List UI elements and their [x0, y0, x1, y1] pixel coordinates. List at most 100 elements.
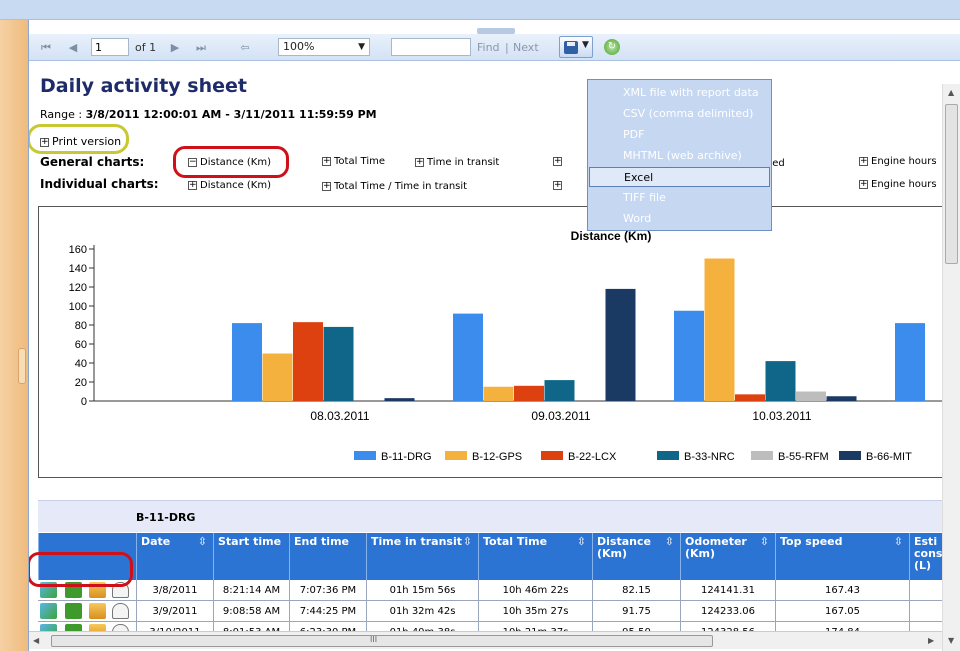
individual-chart-total-time[interactable]: + Total Time / Time in transit [322, 181, 467, 192]
table-cell [909, 580, 960, 601]
export-menu-item[interactable]: Word [623, 212, 652, 225]
y-tick-label: 60 [75, 339, 87, 351]
horizontal-scroll-thumb[interactable]: III [51, 635, 713, 647]
refresh-icon[interactable]: ↻ [604, 39, 620, 55]
column-header-label: Start time [218, 535, 282, 548]
row-actions [40, 603, 134, 620]
legend-swatch [839, 451, 861, 460]
vertical-scroll-thumb[interactable] [945, 104, 958, 264]
find-separator: | [505, 41, 509, 54]
sort-icon[interactable]: ⇳ [576, 535, 586, 548]
general-chart-hidden[interactable]: + [553, 156, 565, 167]
column-header[interactable]: Total Time ⇳ [478, 533, 592, 580]
report-toolbar: ⏮ ◀ of 1 ▶ ⏭ ⇦ 100% ▼ Find | Next ▼ ↻ [29, 34, 960, 61]
scroll-up-icon[interactable]: ▲ [948, 88, 955, 97]
table-row: 3/9/2011 9:08:58 AM 7:44:25 PM 01h 32m 42s 1… [38, 601, 960, 622]
scroll-left-icon[interactable]: ◀ [33, 636, 40, 645]
next-page-icon[interactable]: ▶ [170, 41, 180, 54]
column-header[interactable]: Start time [213, 533, 289, 580]
export-button[interactable]: ▼ [559, 36, 593, 58]
envelope-icon[interactable] [89, 603, 106, 619]
report-viewer: ⏮ ◀ of 1 ▶ ⏭ ⇦ 100% ▼ Find | Next ▼ ↻ Da… [28, 20, 960, 651]
column-header-label: Total Time [483, 535, 548, 548]
export-menu-item[interactable]: MHTML (web archive) [623, 149, 742, 162]
panel-collapse-handle[interactable] [18, 348, 26, 384]
table-cell: 01h 15m 56s [366, 580, 478, 601]
page-number-input[interactable] [91, 38, 129, 56]
legend-swatch [354, 451, 376, 460]
general-chart-engine-hours[interactable]: + Engine hours [859, 156, 937, 167]
general-charts-label: General charts: [40, 155, 145, 169]
column-header[interactable]: End time [289, 533, 366, 580]
vertical-scrollbar[interactable]: ▲ ▼ [942, 84, 960, 651]
sort-icon[interactable]: ⇳ [664, 535, 674, 548]
prev-page-icon[interactable]: ◀ [68, 41, 78, 54]
legend-label: B-11-DRG [381, 451, 432, 463]
bar-b-66-mit [605, 288, 636, 401]
map-icon[interactable] [40, 603, 57, 619]
print-version-link[interactable]: + Print version [40, 135, 121, 148]
export-menu-item[interactable]: CSV (comma delimited) [623, 107, 754, 120]
gauge-icon[interactable] [112, 603, 129, 619]
link-label: Distance (Km) [200, 180, 272, 191]
find-input[interactable] [391, 38, 471, 56]
range-label: Range : [40, 108, 86, 121]
first-page-icon[interactable]: ⏮ [41, 41, 51, 54]
find-next-button[interactable]: Next [513, 41, 539, 54]
x-tick-label: 08.03.2011 [310, 409, 369, 423]
column-header[interactable]: Date ⇳ [136, 533, 213, 580]
last-page-icon[interactable]: ⏭ [196, 41, 206, 54]
column-header[interactable]: Odometer (Km) ⇳ [680, 533, 775, 580]
export-menu-item[interactable]: TIFF file [623, 191, 666, 204]
export-menu-item[interactable]: PDF [623, 128, 645, 141]
distance-chart: Distance (Km) 0 20 40 60 80 100 120 140 160 08.03.… [38, 206, 960, 478]
expand-icon: + [553, 179, 562, 190]
zoom-select[interactable]: 100% ▼ [278, 38, 370, 56]
individual-chart-distance[interactable]: + Distance (Km) [188, 180, 271, 191]
bar-b-66-mit [826, 396, 857, 401]
y-tick-label: 80 [75, 320, 87, 332]
print-version-label: Print version [52, 135, 122, 148]
column-header[interactable]: Time in transit ⇳ [366, 533, 478, 580]
y-tick-label: 0 [81, 396, 87, 408]
report-title: Daily activity sheet [40, 75, 247, 97]
general-chart-time-in-transit[interactable]: + Time in transit [415, 157, 499, 168]
general-chart-total-time[interactable]: + Total Time [322, 156, 385, 167]
signpost-icon[interactable] [65, 603, 82, 619]
individual-chart-engine-hours[interactable]: + Engine hours [859, 179, 937, 190]
column-header[interactable]: Top speed ⇳ [775, 533, 909, 580]
horizontal-scrollbar[interactable]: ◀ III ▶ [29, 631, 942, 649]
scroll-down-icon[interactable]: ▼ [948, 636, 955, 645]
column-header[interactable]: Esti cons (L) [909, 533, 960, 580]
sort-icon[interactable]: ⇳ [462, 535, 472, 548]
table-cell: 8:21:14 AM [213, 580, 289, 601]
table-cell: 7:07:36 PM [289, 580, 366, 601]
collapse-icon: − [188, 156, 197, 167]
table-cell: 10h 46m 22s [478, 580, 592, 601]
column-header-label: End time [294, 535, 349, 548]
individual-chart-hidden[interactable]: + [553, 180, 565, 191]
export-menu-item[interactable]: Excel [589, 167, 770, 187]
expand-icon: + [322, 180, 331, 191]
link-label: Total Time [334, 156, 386, 167]
bar-b-22-lcx [514, 385, 544, 401]
bar-b-12-gps [704, 258, 735, 401]
sort-icon[interactable]: ⇳ [197, 535, 207, 548]
group-header-row: B-11-DRG [38, 500, 960, 532]
find-button[interactable]: Find [477, 41, 500, 54]
export-menu-item[interactable]: XML file with report data [623, 86, 759, 99]
sort-icon[interactable]: ⇳ [759, 535, 769, 548]
bar-b-22-lcx [293, 322, 323, 401]
legend-label: B-55-RFM [778, 451, 829, 463]
scroll-right-icon[interactable]: ▶ [928, 636, 935, 645]
bar-b-11-drg [895, 323, 925, 401]
splitter-handle[interactable] [477, 28, 515, 34]
expand-icon: + [859, 178, 868, 189]
general-chart-distance[interactable]: − Distance (Km) [188, 157, 271, 168]
bar-b-12-gps [483, 386, 514, 401]
back-icon[interactable]: ⇦ [240, 41, 250, 54]
sort-icon[interactable]: ⇳ [893, 535, 903, 548]
bar-b-11-drg [232, 323, 262, 401]
column-header[interactable]: Distance (Km) ⇳ [592, 533, 680, 580]
zoom-value: 100% [283, 40, 315, 53]
